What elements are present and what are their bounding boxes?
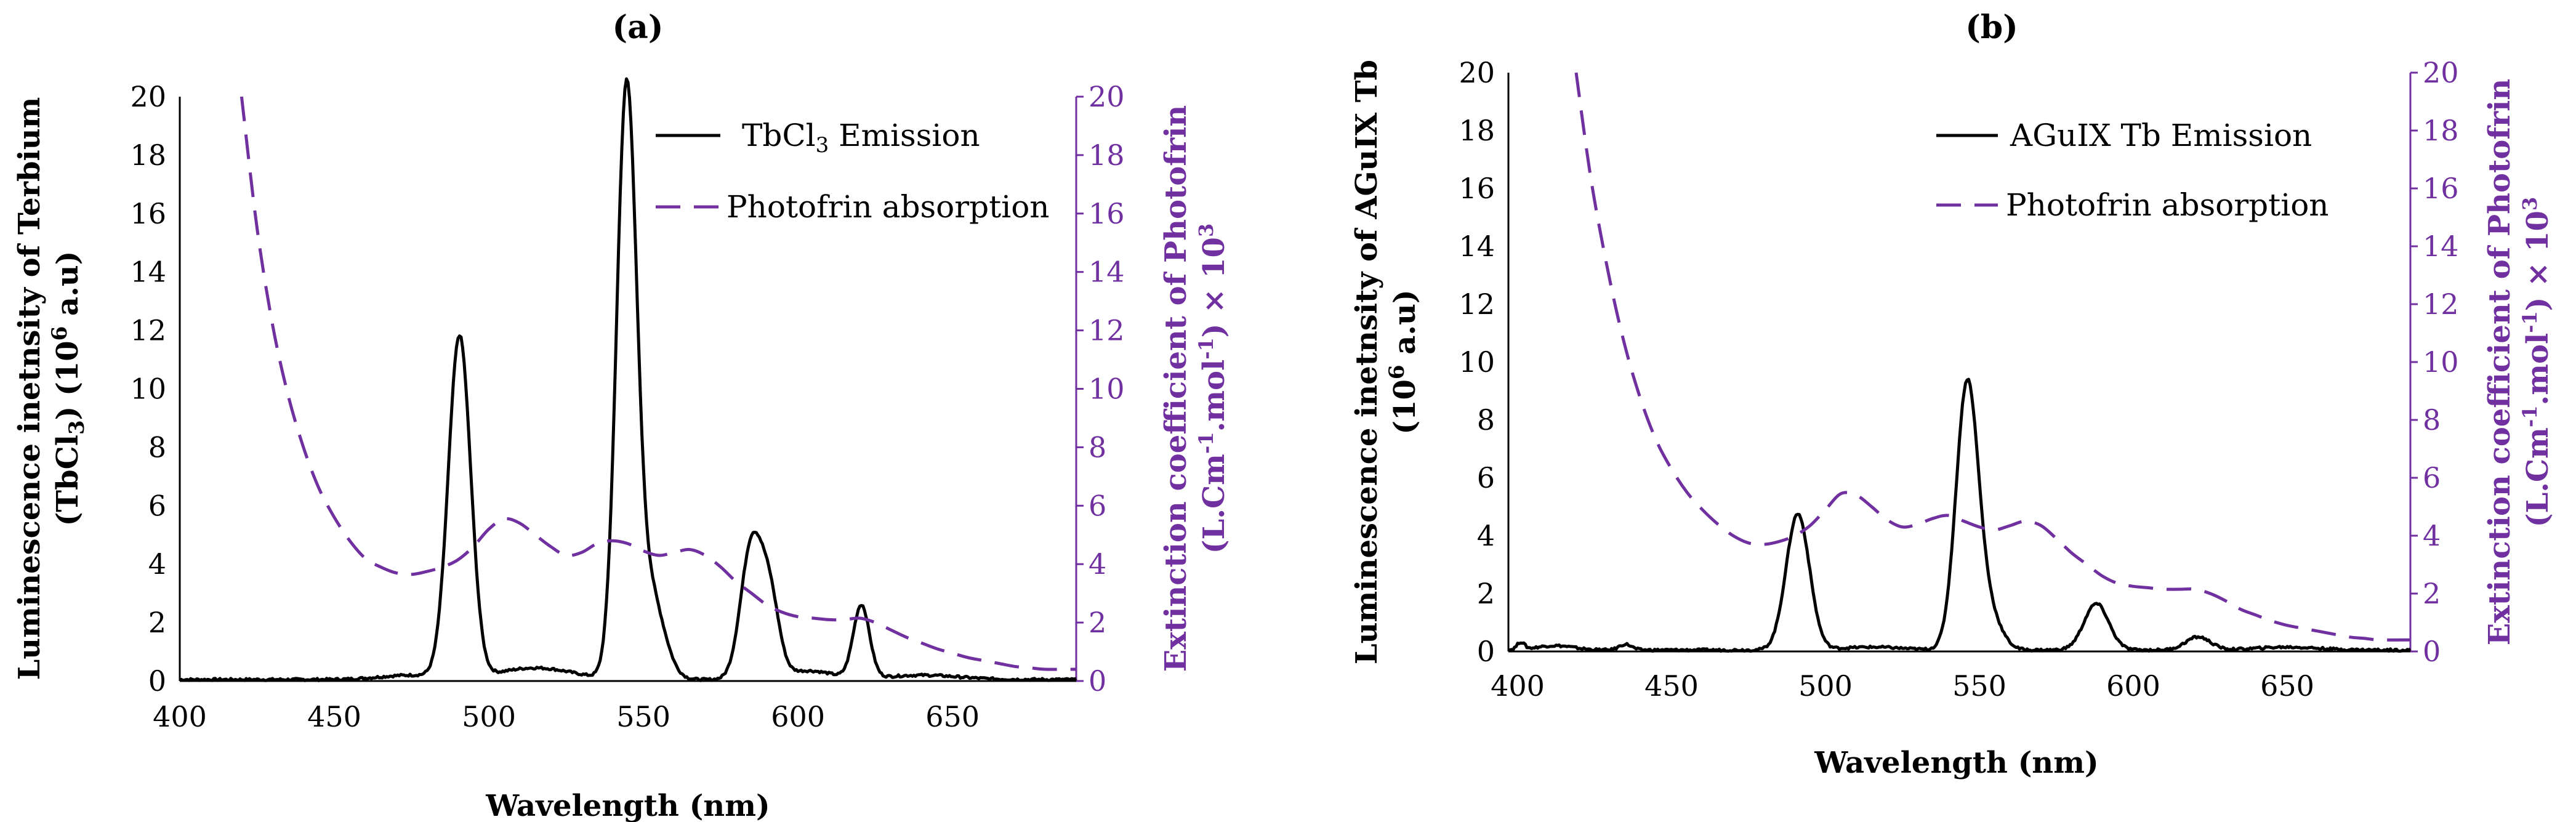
panel-a-x-tick-label: 450 [307,700,361,733]
panel-b-x-tick-label: 500 [1798,669,1853,703]
panel-b-right-axis-title: Extinction coefficient of Photofrin (L.C… [2482,79,2555,646]
panel-b-x-tick-label: 550 [1952,669,2006,703]
panel-b-left-tick-labels: 0 2 4 6 8 10 12 14 16 18 20 [1459,56,1495,668]
panel-a-legend-emission-label: TbCl3 Emission [742,118,980,158]
panel-b-x-tick-label: 400 [1491,669,1545,703]
panel-b-legend-absorption-label: Photofrin absorption [2006,187,2329,223]
panel-a-left-tick-label: 0 [148,664,166,698]
panel-b-left-tick-label: 0 [1477,635,1495,668]
panel-a-left-axis-title-line2: (TbCl3) (106 a.u) [47,251,89,526]
panel-a-left-tick-label: 10 [130,373,166,406]
panel-a-left-tick-label: 2 [148,606,166,639]
panel-b-right-axis-title-line2: (L.Cm-1.mol-1) × 103 [2518,197,2555,527]
panel-b-left-tick-label: 12 [1459,288,1495,321]
panel-a-right-tick-label: 12 [1089,314,1125,347]
panel-b-left-axis-title-line1: Luminescence inetnsity of AGuIX Tb [1350,60,1384,664]
panel-b-right-tick-label: 2 [2423,577,2441,610]
panel-a-x-axis-title: Wavelength (nm) [485,789,770,822]
panel-a-right-tick-label: 0 [1089,664,1106,698]
panel-a-label: (a) [613,9,664,46]
panel-a-left-axis-title-line1: Luminescence inetnsity of Terbium [12,97,47,680]
panel-b-right-axis-title-line1: Extinction coefficient of Photofrin [2482,79,2517,646]
panel-b-left-tick-label: 10 [1459,345,1495,379]
panel-a-right-axis-title-line1: Extinction coefficient of Photofrin [1159,105,1193,672]
panel-b-absorption-line [1574,72,2411,642]
panel-a-left-tick-label: 16 [130,197,166,230]
panel-a-left-tick-label: 4 [148,547,166,581]
panel-a-right-tick-label: 14 [1089,256,1125,289]
panel-b-left-axis-title: Luminescence inetnsity of AGuIX Tb (106 … [1350,60,1422,664]
panel-b-left-tick-label: 20 [1459,56,1495,89]
panel-b-right-tick-label: 0 [2423,635,2441,668]
panel-a-legend: TbCl3 Emission Photofrin absorption [656,118,1050,225]
panel-a-right-tick-label: 4 [1089,547,1106,581]
panel-b-emission-line [1507,377,2412,653]
panel-a-x-tick-label: 550 [616,700,670,733]
panel-a-right-tick-label: 6 [1089,489,1106,522]
panel-b-x-axis-title: Wavelength (nm) [1814,746,2098,780]
panel-b-left-tick-label: 18 [1459,114,1495,147]
panel-a-x-tick-label: 500 [462,700,516,733]
panel-b-left-tick-label: 4 [1477,519,1495,552]
panel-b-right-tick-label: 14 [2423,230,2459,263]
panel-b-right-tick-label: 12 [2423,288,2459,321]
panel-b-left-tick-label: 6 [1477,461,1495,494]
panel-b-legend: AGuIX Tb Emission Photofrin absorption [1936,118,2329,223]
panel-b-right-tick-labels: 0 2 4 6 8 10 12 14 16 18 20 [2410,56,2459,668]
panel-a-right-tick-label: 18 [1089,139,1125,172]
panel-a-right-tick-label: 8 [1089,430,1106,464]
panel-b-legend-emission-label: AGuIX Tb Emission [2010,118,2312,153]
panel-a-left-tick-label: 20 [130,80,166,113]
panel-a-absorption-line [239,96,1077,671]
panel-a-legend-absorption-label: Photofrin absorption [727,189,1050,225]
panel-a-emission-line [179,77,1077,682]
panel-a-left-tick-label: 8 [148,430,166,464]
panel-b-right-tick-label: 8 [2423,403,2441,437]
panel-a-right-tick-label: 20 [1089,80,1125,113]
panel-b-x-tick-label: 450 [1644,669,1699,703]
panel-a-right-tick-label: 16 [1089,197,1125,230]
panel-b-right-tick-label: 10 [2423,345,2459,379]
panel-a-right-tick-labels: 0 2 4 6 8 10 12 14 16 18 20 [1076,80,1125,698]
panel-a-x-tick-label: 400 [153,700,207,733]
panel-b-x-tick-label: 600 [2106,669,2160,703]
panel-b-right-tick-label: 4 [2423,519,2441,552]
panel-a-x-tick-labels: 400 450 500 550 600 650 [153,700,980,733]
panel-a-left-tick-label: 12 [130,314,166,347]
panel-b-right-tick-label: 18 [2423,114,2459,147]
panel-b-right-tick-label: 16 [2423,172,2459,205]
panel-b-x-tick-label: 650 [2260,669,2314,703]
panel-b-left-tick-label: 14 [1459,230,1495,263]
panel-a-left-axis-title: Luminescence inetnsity of Terbium (TbCl3… [12,97,89,680]
panel-a-right-axis-title: Extinction coefficient of Photofrin (L.C… [1159,105,1231,672]
panel-a-x-tick-label: 650 [925,700,980,733]
panel-b-right-tick-label: 6 [2423,461,2441,494]
panel-a-left-tick-label: 14 [130,256,166,289]
panel-b-left-tick-label: 16 [1459,172,1495,205]
panel-a-right-tick-label: 10 [1089,373,1125,406]
panel-a-left-tick-label: 6 [148,489,166,522]
panel-b-right-tick-label: 20 [2423,56,2459,89]
panel-a-left-tick-labels: 0 2 4 6 8 10 12 14 16 18 20 [130,80,166,698]
panel-b-label: (b) [1965,9,2018,46]
panel-a-left-tick-label: 18 [130,139,166,172]
panel-b-x-tick-labels: 400 450 500 550 600 650 [1491,669,2314,703]
panel-a-right-tick-label: 2 [1089,606,1106,639]
panel-a-x-tick-label: 600 [771,700,825,733]
panel-b-left-axis-title-line2: (106 a.u) [1385,289,1422,434]
panel-a-right-axis-title-line2: (L.Cm-1.mol-1) × 103 [1194,224,1231,554]
panel-b-left-tick-label: 8 [1477,403,1495,437]
panel-b-left-tick-label: 2 [1477,577,1495,610]
